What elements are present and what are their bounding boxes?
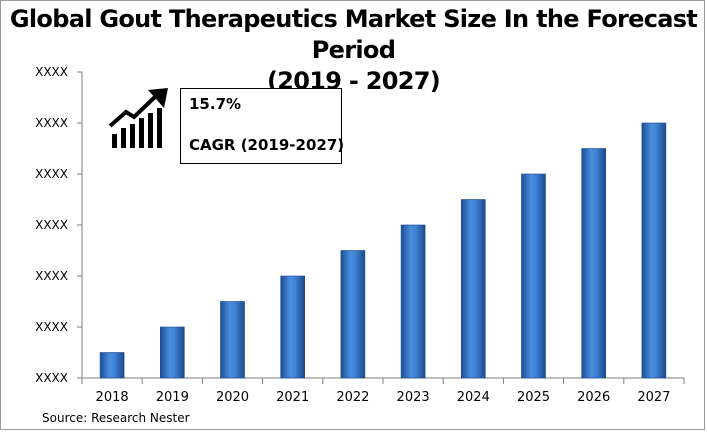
bar-2024 (460, 199, 486, 379)
bars (99, 122, 667, 379)
x-tick-label: 2026 (577, 390, 610, 405)
bar-2022 (340, 250, 366, 379)
y-tick-label: XXXX (35, 167, 68, 181)
bar-2020 (220, 301, 245, 379)
growth-chart-arrow-icon (108, 88, 168, 148)
bar-2025 (521, 173, 546, 379)
bar-2026 (581, 148, 607, 379)
chart-title-line1: Global Gout Therapeutics Market Size In … (9, 5, 698, 64)
chart-title: Global Gout Therapeutics Market Size In … (0, 4, 707, 97)
y-tick-label: XXXX (35, 65, 68, 79)
x-tick-label: 2024 (457, 390, 490, 405)
y-tick-label: XXXX (35, 320, 68, 334)
cagr-value: 15.7% (189, 95, 242, 113)
y-tick-label: XXXX (35, 269, 68, 283)
bar-2023 (400, 224, 426, 379)
bar-2018 (99, 352, 125, 379)
bar-2027 (641, 122, 667, 379)
cagr-annotation-box: 15.7% CAGR (2019-2027) (180, 88, 345, 164)
x-axis: 2018 2019 2020 2021 2022 2023 2024 2025 2026 2027 (81, 377, 685, 405)
bar-2021 (280, 275, 306, 379)
y-tick-label: XXXX (35, 371, 68, 385)
x-tick-label: 2023 (397, 390, 430, 405)
y-tick-label: XXXX (35, 218, 68, 232)
x-tick-label: 2021 (276, 390, 309, 405)
x-tick-label: 2019 (156, 390, 189, 405)
x-tick-label: 2027 (637, 390, 670, 405)
y-axis: XXXX XXXX XXXX XXXX XXXX XXXX XXXX (35, 65, 83, 385)
x-tick-label: 2022 (336, 390, 369, 405)
cagr-label: CAGR (2019-2027) (189, 136, 345, 154)
source-note: Source: Research Nester (42, 411, 190, 425)
x-tick-label: 2020 (216, 390, 249, 405)
x-tick-label: 2025 (517, 390, 550, 405)
x-tick-label: 2018 (96, 390, 129, 405)
y-tick-label: XXXX (35, 116, 68, 130)
bar-2019 (160, 326, 185, 379)
